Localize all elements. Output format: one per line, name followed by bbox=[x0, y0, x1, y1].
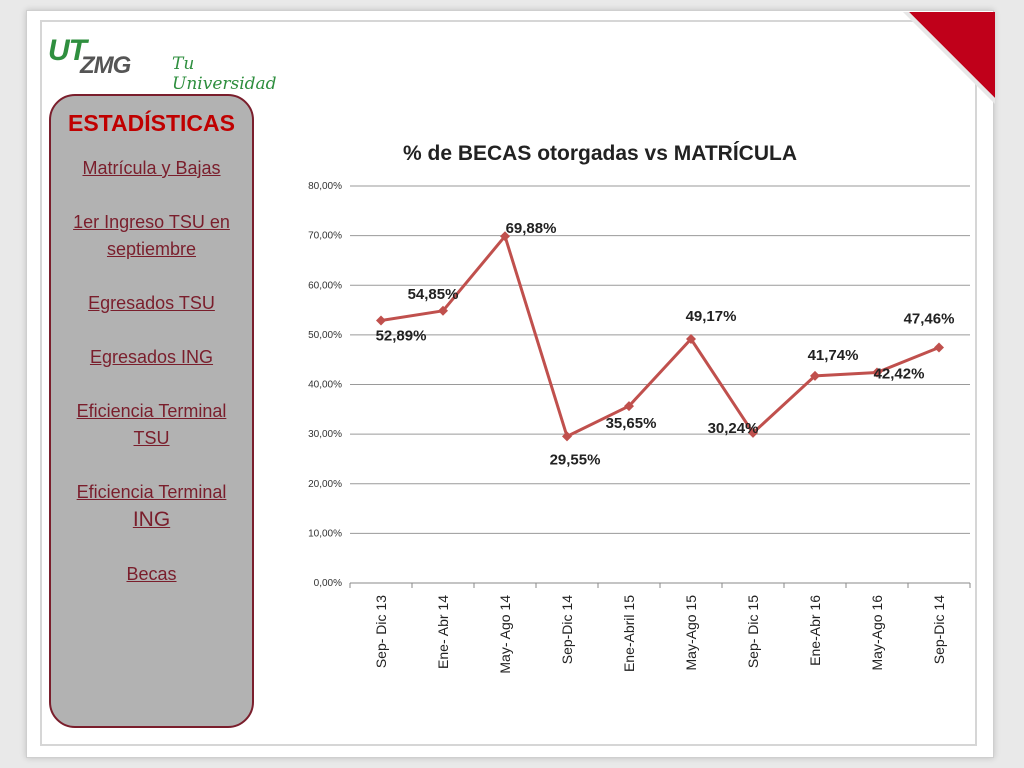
data-label: 41,74% bbox=[808, 347, 859, 364]
y-tick-label: 50,00% bbox=[308, 330, 342, 341]
slide-frame bbox=[40, 20, 977, 746]
y-tick-label: 40,00% bbox=[308, 380, 342, 391]
nav-link-becas[interactable]: Becas bbox=[126, 564, 177, 584]
x-category-label: May-Ago 16 bbox=[869, 595, 885, 671]
nav-link-egresados-tsu[interactable]: Egresados TSU bbox=[88, 293, 215, 313]
data-point-marker bbox=[500, 231, 510, 242]
logo-zmg-text: ZMG bbox=[80, 52, 131, 79]
data-point-marker bbox=[376, 315, 386, 326]
data-label: 49,17% bbox=[686, 308, 737, 325]
nav-link-label: Eficiencia Terminal bbox=[76, 482, 227, 502]
x-category-label: May- Ago 14 bbox=[497, 595, 513, 674]
x-axis-categories: Sep- Dic 13 Ene- Abr 14 May- Ago 14 Sep-Dic… bbox=[349, 583, 971, 674]
nav-link-primer-ingreso-tsu[interactable]: 1er Ingreso TSU en septiembre bbox=[73, 212, 230, 259]
data-point-marker bbox=[562, 431, 572, 442]
data-label: 69,88% bbox=[506, 220, 557, 237]
x-category-label: Sep- Dic 15 bbox=[745, 595, 761, 668]
series-markers bbox=[376, 231, 944, 442]
nav-link-egresados-ing[interactable]: Egresados ING bbox=[89, 347, 214, 367]
x-category-label: May-Ago 15 bbox=[683, 595, 699, 671]
y-tick-label: 20,00% bbox=[308, 479, 342, 490]
data-label: 52,89% bbox=[376, 328, 427, 345]
data-label: 29,55% bbox=[550, 451, 601, 468]
x-category-label: Ene-Abr 16 bbox=[807, 595, 823, 666]
line-chart: 0,00% 10,00% 20,00% 30,00% 40,00% 50,00% 60,00… bbox=[308, 181, 971, 674]
nav-link-eficiencia-terminal-tsu[interactable]: Eficiencia Terminal TSU bbox=[76, 401, 227, 448]
logo-ut-text: UT bbox=[48, 34, 87, 67]
y-tick-label: 60,00% bbox=[308, 280, 342, 291]
nav-link-eficiencia-terminal-ing[interactable]: Eficiencia Terminal ING bbox=[59, 479, 244, 534]
data-label: 47,46% bbox=[904, 310, 955, 327]
data-label: 42,42% bbox=[874, 365, 925, 382]
data-point-marker bbox=[934, 342, 944, 353]
data-label: 35,65% bbox=[606, 415, 657, 432]
x-category-label: Sep-Dic 14 bbox=[559, 595, 575, 664]
nav-link-matricula-bajas[interactable]: Matrícula y Bajas bbox=[82, 158, 221, 178]
y-tick-label: 0,00% bbox=[314, 578, 342, 589]
chart-gridlines bbox=[350, 185, 970, 584]
data-labels: 52,89% 54,85% 69,88% 29,55% 35,65% 49,17% 30,2… bbox=[376, 220, 955, 468]
series-line bbox=[380, 234, 940, 438]
y-tick-label: 30,00% bbox=[308, 429, 342, 440]
data-point-marker bbox=[872, 367, 882, 378]
sidebar-title: ESTADÍSTICAS bbox=[68, 110, 235, 136]
x-category-label: Sep-Dic 14 bbox=[931, 595, 947, 664]
data-point-marker bbox=[624, 401, 634, 412]
y-tick-label: 10,00% bbox=[308, 528, 342, 539]
data-point-marker bbox=[686, 333, 696, 344]
data-label: 30,24% bbox=[708, 420, 759, 437]
x-category-label: Ene- Abr 14 bbox=[435, 595, 451, 669]
data-label: 54,85% bbox=[408, 286, 459, 303]
data-point-marker bbox=[438, 305, 448, 316]
y-tick-label: 80,00% bbox=[308, 181, 342, 192]
data-point-marker bbox=[748, 427, 758, 438]
series-polyline bbox=[380, 234, 940, 438]
data-point-marker bbox=[810, 370, 820, 381]
x-category-label: Ene-Abril 15 bbox=[621, 595, 637, 672]
chart-title: % de BECAS otorgadas vs MATRÍCULA bbox=[403, 142, 797, 165]
nav-link-label-suffix: ING bbox=[132, 508, 171, 531]
x-category-label: Sep- Dic 13 bbox=[373, 595, 389, 668]
university-logo: UT ZMG Tu Universidad ! bbox=[44, 32, 284, 114]
stats-sidebar: ESTADÍSTICAS Matrícula y Bajas 1er Ingre… bbox=[49, 94, 254, 728]
y-axis-ticks: 0,00% 10,00% 20,00% 30,00% 40,00% 50,00% 60,00… bbox=[308, 181, 342, 589]
page-corner-fold-icon bbox=[903, 12, 995, 104]
y-tick-label: 70,00% bbox=[308, 231, 342, 242]
